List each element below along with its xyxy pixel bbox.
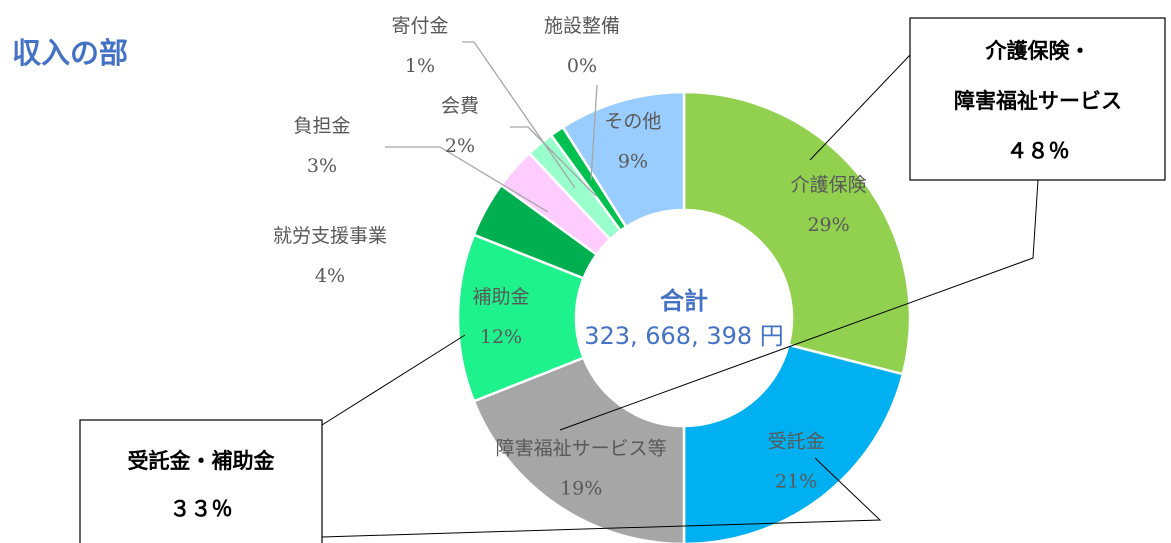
category-label: 負担金: [293, 115, 350, 137]
value-label: 4%: [315, 265, 345, 287]
callout-line: [321, 334, 466, 426]
leader-line: [462, 41, 576, 189]
category-label: 介護保険: [791, 174, 867, 196]
callout-text: 介護保険・: [985, 39, 1091, 63]
value-label: 2%: [445, 135, 475, 157]
leader-line: [385, 146, 549, 213]
callout-box: [79, 419, 323, 543]
callout-text: 障害福祉サービス: [954, 89, 1122, 113]
slice: [682, 343, 905, 543]
callout-line: [809, 54, 911, 161]
value-label: 29%: [807, 214, 849, 236]
value-label: 12%: [480, 326, 522, 348]
value-label: 3%: [307, 155, 337, 177]
callout-text: ３３％: [170, 497, 233, 521]
center-label: 合計: [660, 287, 708, 315]
category-label: 障害福祉サービス等: [496, 437, 667, 459]
callout-text: 受託金・補助金: [128, 449, 276, 473]
callout-box: [909, 17, 1166, 181]
value-label: 0%: [567, 55, 597, 77]
category-label: 寄付金: [391, 15, 448, 37]
callout-text: ４８％: [1007, 139, 1070, 163]
category-label: 施設整備: [544, 15, 620, 37]
value-label: 1%: [405, 55, 435, 77]
slice: [472, 356, 686, 543]
value-label: 21%: [775, 471, 817, 493]
category-label: その他: [604, 110, 661, 132]
leader-line: [510, 126, 597, 197]
category-label: 補助金: [472, 286, 529, 308]
value-label: 19%: [560, 477, 602, 499]
callout-line: [559, 179, 1039, 431]
callout-line: [321, 457, 882, 538]
chart-title: 収入の部: [12, 36, 128, 70]
slice: [682, 90, 912, 376]
labels: 介護保険 29% 受託金 21% 障害福祉サービス等 19% 補助金 12% 就労支援事業 4% 負…: [273, 15, 867, 499]
value-label: 9%: [618, 150, 648, 172]
total-label: 323, 668, 398 円: [584, 322, 784, 350]
category-label: 受託金: [768, 431, 825, 453]
category-label: 就労支援事業: [273, 225, 387, 247]
category-label: 会費: [441, 95, 479, 117]
slices: [456, 90, 912, 543]
leader-line: [590, 84, 598, 181]
